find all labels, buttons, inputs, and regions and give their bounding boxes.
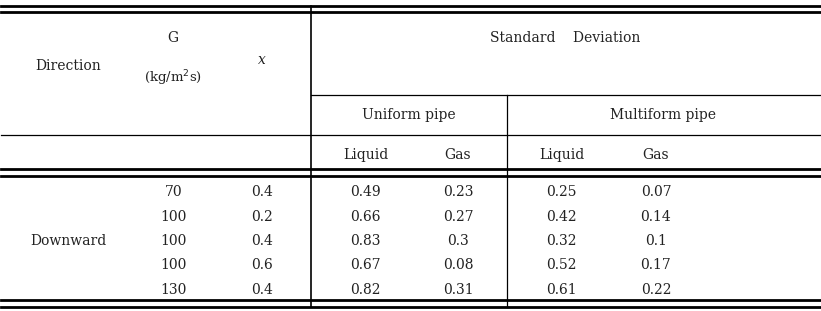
Text: 0.66: 0.66 [351,210,381,224]
Text: 0.6: 0.6 [250,258,273,272]
Text: G: G [167,31,179,45]
Text: 0.67: 0.67 [351,258,381,272]
Text: 0.61: 0.61 [547,283,577,297]
Text: 100: 100 [160,210,186,224]
Text: Gas: Gas [643,148,669,163]
Text: 0.31: 0.31 [443,283,473,297]
Text: 0.52: 0.52 [547,258,577,272]
Text: 0.14: 0.14 [640,210,672,224]
Text: 0.32: 0.32 [547,234,577,248]
Text: 0.2: 0.2 [250,210,273,224]
Text: x: x [258,53,265,67]
Text: 0.4: 0.4 [250,283,273,297]
Text: 0.4: 0.4 [250,234,273,248]
Text: 0.17: 0.17 [640,258,672,272]
Text: Uniform pipe: Uniform pipe [362,109,456,123]
Text: 0.07: 0.07 [640,185,672,199]
Text: 0.1: 0.1 [645,234,667,248]
Text: 0.08: 0.08 [443,258,473,272]
Text: 0.22: 0.22 [640,283,672,297]
Text: (kg/m$^2$s): (kg/m$^2$s) [144,69,202,88]
Text: 100: 100 [160,234,186,248]
Text: 0.23: 0.23 [443,185,473,199]
Text: 0.3: 0.3 [447,234,469,248]
Text: 0.83: 0.83 [351,234,381,248]
Text: 0.42: 0.42 [547,210,577,224]
Text: 100: 100 [160,258,186,272]
Text: 0.82: 0.82 [351,283,381,297]
Text: Direction: Direction [35,59,101,73]
Text: Gas: Gas [445,148,471,163]
Text: 0.25: 0.25 [547,185,577,199]
Text: 0.4: 0.4 [250,185,273,199]
Text: 0.27: 0.27 [443,210,473,224]
Text: Standard    Deviation: Standard Deviation [490,31,640,45]
Text: Multiform pipe: Multiform pipe [610,109,717,123]
Text: Liquid: Liquid [343,148,388,163]
Text: 130: 130 [160,283,186,297]
Text: 0.49: 0.49 [351,185,381,199]
Text: Liquid: Liquid [539,148,585,163]
Text: 70: 70 [164,185,182,199]
Text: Downward: Downward [30,234,107,248]
